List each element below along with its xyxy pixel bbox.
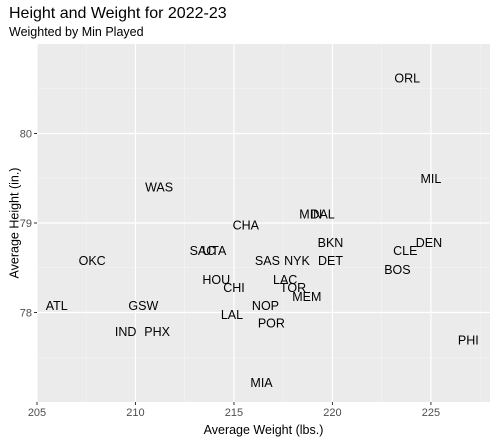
x-axis-title: Average Weight (lbs.) xyxy=(204,423,324,437)
point-label-mia: MIA xyxy=(250,376,273,390)
point-label-nop: NOP xyxy=(252,299,279,313)
point-label-sas: SAS xyxy=(255,254,280,268)
x-tick-label: 210 xyxy=(126,407,144,419)
point-label-tor: TOR xyxy=(280,281,306,295)
point-label-phi: PHI xyxy=(458,334,479,348)
point-label-okc: OKC xyxy=(79,254,106,268)
point-label-chi: CHI xyxy=(223,281,245,295)
point-label-sac: SAC xyxy=(190,244,216,258)
point-label-phx: PHX xyxy=(144,325,170,339)
point-label-orl: ORL xyxy=(394,72,420,86)
point-label-bos: BOS xyxy=(384,263,410,277)
point-label-gsw: GSW xyxy=(128,299,158,313)
y-tick-label: 79 xyxy=(20,218,32,230)
point-label-lal: LAL xyxy=(221,308,243,322)
point-label-cle: CLE xyxy=(393,244,417,258)
point-label-nyk: NYK xyxy=(284,254,310,268)
point-label-min: MIN xyxy=(299,208,322,222)
point-label-por: POR xyxy=(258,317,285,331)
point-label-atl: ATL xyxy=(46,299,68,313)
chart-subtitle: Weighted by Min Played xyxy=(9,25,144,39)
x-tick-label: 215 xyxy=(225,407,243,419)
point-label-ind: IND xyxy=(115,325,137,339)
x-tick-label: 205 xyxy=(28,407,46,419)
point-label-det: DET xyxy=(318,254,343,268)
point-label-hou: HOU xyxy=(202,273,230,287)
point-label-lac: LAC xyxy=(273,273,297,287)
y-axis-title: Average Height (in.) xyxy=(7,168,21,279)
axis-ticks: 205 210 215 220 225 78 79 80 xyxy=(20,129,440,420)
y-tick-label: 80 xyxy=(20,129,32,141)
point-label-was: WAS xyxy=(145,181,173,195)
point-label-uta: UTA xyxy=(202,244,227,258)
x-tick-label: 220 xyxy=(323,407,341,419)
point-label-dal: DAL xyxy=(310,208,334,222)
chart-title: Height and Weight for 2022-23 xyxy=(9,5,227,22)
point-label-bkn: BKN xyxy=(318,236,344,250)
y-tick-label: 78 xyxy=(20,308,32,320)
x-tick-label: 225 xyxy=(422,407,440,419)
point-label-mil: MIL xyxy=(420,172,441,186)
point-label-mem: MEM xyxy=(292,290,321,304)
point-label-cha: CHA xyxy=(233,218,260,232)
point-label-den: DEN xyxy=(416,236,442,250)
